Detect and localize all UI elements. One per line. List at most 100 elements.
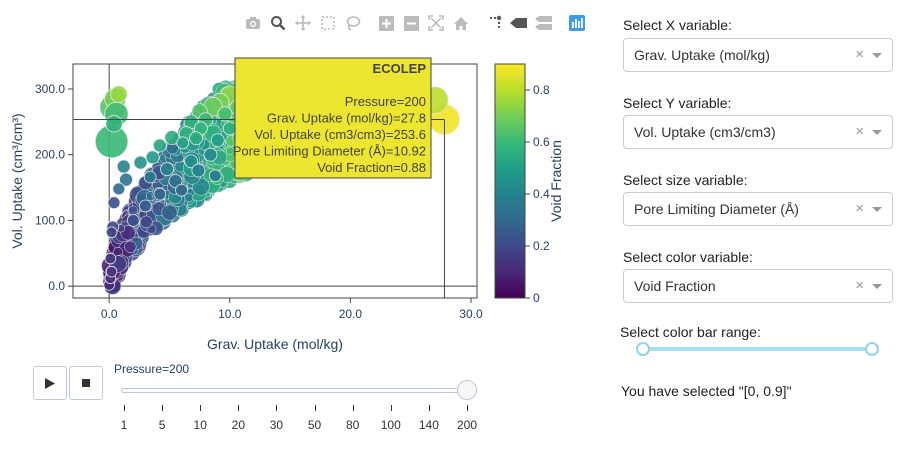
- hover-label: ECOLEP Pressure=200 Grav. Uptake (mol/kg)…: [233, 57, 432, 179]
- lasso-icon[interactable]: [344, 14, 362, 32]
- play-button[interactable]: [33, 366, 67, 400]
- scatter-point: [160, 162, 174, 177]
- slider-tick-mark: [428, 405, 430, 411]
- scatter-point: [105, 226, 118, 239]
- colorbar-tick-label: 0.2: [533, 239, 550, 253]
- hover-line: Grav. Uptake (mol/kg)=27.8: [267, 111, 426, 126]
- color-range-max-handle[interactable]: [865, 342, 879, 356]
- color-variable-label: Select color variable:: [623, 249, 753, 265]
- scatter-plot[interactable]: 0.0 10.0 20.0 30.0 0.0 100.0 200.0 300.0 Grav. …: [0, 0, 600, 360]
- scatter-point: [133, 155, 148, 170]
- chevron-down-icon[interactable]: [872, 53, 882, 58]
- y-axis-label: Vol. Uptake (cm³/cm³): [9, 113, 25, 248]
- y-variable-label: Select Y variable:: [623, 95, 732, 111]
- y-variable-dropdown[interactable]: Vol. Uptake (cm3/cm3) ×: [623, 115, 893, 149]
- colorbar-tick-label: 0.6: [533, 135, 550, 149]
- hover-line: Void Fraction=0.88: [317, 160, 426, 175]
- zoom-in-icon[interactable]: [377, 14, 395, 32]
- slider-tick-mark: [314, 405, 316, 411]
- scatter-point: [175, 183, 188, 197]
- hover-compare-icon[interactable]: [535, 14, 553, 32]
- color-variable-dropdown[interactable]: Void Fraction ×: [623, 269, 893, 303]
- scatter-point: [124, 240, 137, 253]
- x-tick-label: 30.0: [459, 307, 483, 321]
- color-range-label: Select color bar range:: [620, 324, 761, 340]
- slider-tick-mark: [352, 405, 354, 411]
- slider-step-label[interactable]: 20: [231, 418, 246, 432]
- pressure-slider-grip[interactable]: [457, 380, 477, 400]
- x-variable-value: Grav. Uptake (mol/kg): [634, 47, 770, 63]
- clear-icon[interactable]: ×: [855, 123, 864, 140]
- home-icon[interactable]: [452, 14, 470, 32]
- colorbar-ticks: 0 0.2 0.4 0.6 0.8: [525, 83, 550, 305]
- slider-current-value: Pressure=200: [114, 362, 190, 376]
- scatter-point: [152, 138, 167, 153]
- clear-icon[interactable]: ×: [855, 277, 864, 294]
- scatter-point: [126, 214, 140, 227]
- scatter-point: [176, 136, 190, 150]
- slider-step-label[interactable]: 140: [418, 418, 439, 432]
- plotly-logo-icon[interactable]: [568, 14, 586, 32]
- box-select-icon[interactable]: [319, 14, 337, 32]
- hover-line: Pressure=200: [345, 94, 426, 109]
- chevron-down-icon[interactable]: [872, 284, 882, 289]
- hover-line: Pore Limiting Diameter (Å)=10.92: [233, 144, 426, 159]
- size-variable-dropdown[interactable]: Pore Limiting Diameter (Å) ×: [623, 192, 893, 226]
- scatter-point: [116, 159, 131, 174]
- zoom-icon[interactable]: [269, 14, 287, 32]
- slider-step-label[interactable]: 10: [193, 418, 207, 432]
- scatter-point: [191, 163, 206, 178]
- hover-closest-icon[interactable]: [510, 14, 528, 32]
- colorbar: [494, 63, 526, 299]
- x-tick-label: 10.0: [218, 307, 242, 321]
- colorbar-title: Void Fraction: [548, 140, 564, 222]
- slider-step-label[interactable]: 30: [269, 418, 284, 432]
- scatter-point: [226, 146, 235, 155]
- slider-step-label[interactable]: 200: [456, 418, 478, 432]
- y-tick-label: 0.0: [48, 279, 65, 293]
- x-variable-dropdown[interactable]: Grav. Uptake (mol/kg) ×: [623, 38, 893, 72]
- clear-icon[interactable]: ×: [855, 46, 864, 63]
- scatter-point: [139, 215, 153, 229]
- size-variable-label: Select size variable:: [623, 172, 748, 188]
- scatter-point: [119, 172, 133, 187]
- slider-step-label[interactable]: 5: [158, 418, 166, 432]
- slider-step-label[interactable]: 100: [380, 418, 401, 432]
- camera-icon[interactable]: [244, 14, 262, 32]
- chevron-down-icon[interactable]: [872, 207, 882, 212]
- color-range-slider-track[interactable]: [643, 347, 873, 351]
- chevron-down-icon[interactable]: [872, 130, 882, 135]
- color-range-min-handle[interactable]: [636, 342, 650, 356]
- hover-title: ECOLEP: [373, 61, 427, 76]
- clear-icon[interactable]: ×: [855, 200, 864, 217]
- slider-step-label[interactable]: 80: [345, 418, 360, 432]
- slider-tick-mark: [276, 405, 278, 411]
- stop-button[interactable]: [69, 366, 103, 400]
- scatter-point: [153, 187, 167, 201]
- slider-step-label[interactable]: 50: [307, 418, 322, 432]
- y-tick-label: 300.0: [35, 82, 65, 96]
- scatter-point: [128, 205, 138, 216]
- pan-icon[interactable]: [294, 14, 312, 32]
- scatter-point: [203, 147, 218, 162]
- slider-step-label[interactable]: 1: [120, 418, 128, 432]
- slider-tick-mark: [124, 405, 125, 411]
- x-axis-label: Grav. Uptake (mol/kg): [207, 336, 343, 352]
- spike-lines-icon[interactable]: [485, 14, 503, 32]
- autoscale-icon[interactable]: [427, 14, 445, 32]
- slider-tick-mark: [467, 405, 468, 411]
- scatter-point: [208, 169, 222, 183]
- scatter-point: [210, 133, 225, 148]
- scatter-point: [189, 131, 203, 146]
- scatter-point: [168, 174, 183, 188]
- selected-range-text: You have selected "[0, 0.9]": [621, 383, 792, 399]
- modebar: [244, 12, 586, 34]
- pressure-slider-track[interactable]: [121, 388, 469, 393]
- hover-line: Vol. Uptake (cm3/cm3)=253.6: [254, 127, 426, 142]
- y-tick-label: 100.0: [35, 213, 65, 227]
- scatter-point: [105, 115, 123, 133]
- size-variable-value: Pore Limiting Diameter (Å): [634, 201, 799, 217]
- x-tick-label: 20.0: [339, 307, 363, 321]
- scatter-point: [222, 121, 237, 136]
- zoom-out-icon[interactable]: [402, 14, 420, 32]
